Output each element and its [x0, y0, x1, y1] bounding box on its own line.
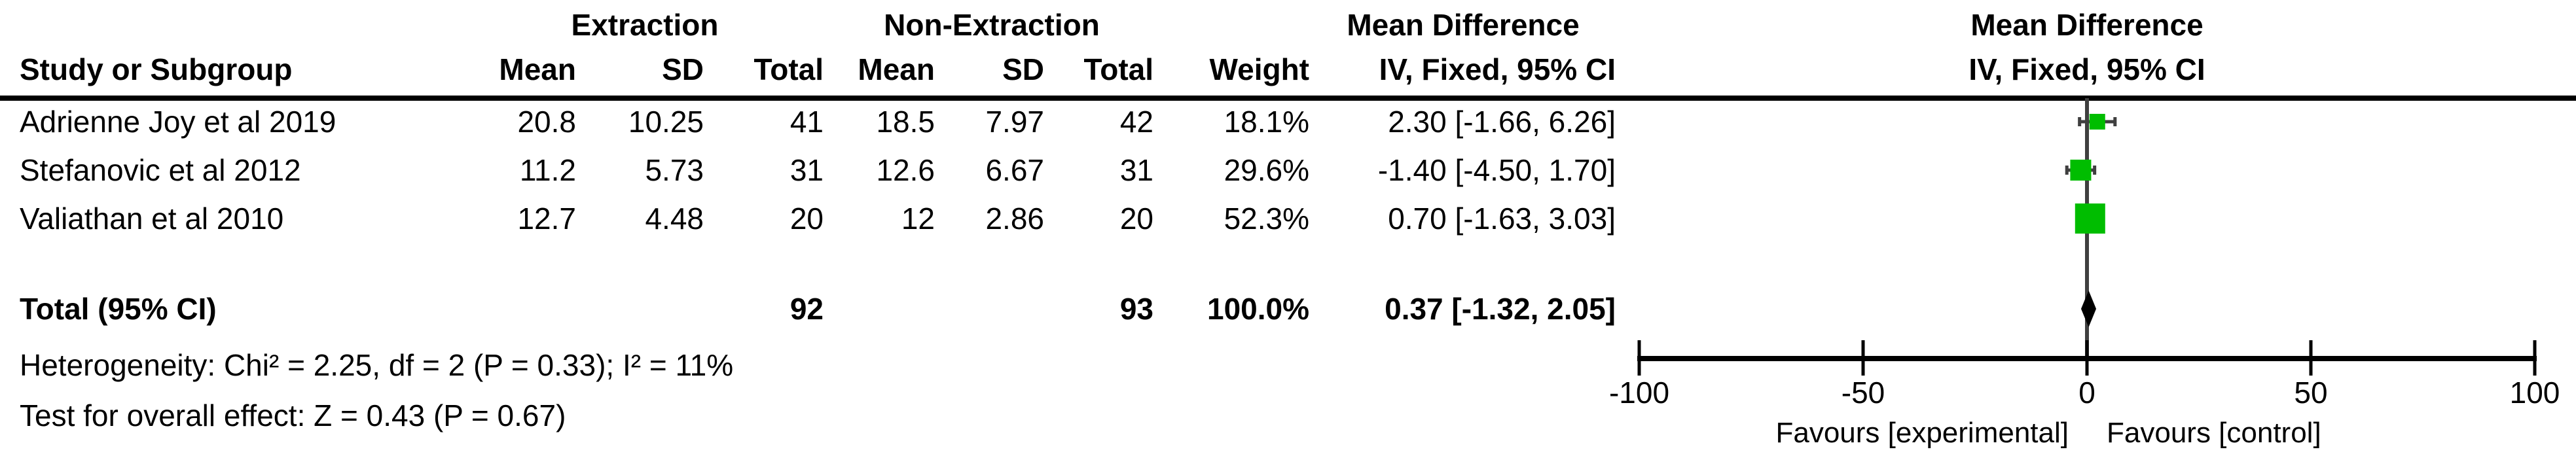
mean-ext: 12.7 [517, 202, 576, 236]
sd-nonext: 7.97 [985, 105, 1044, 139]
effect-header-text-column: Mean Difference [1347, 8, 1580, 42]
total-nonext: 31 [1119, 153, 1153, 187]
col-header-total-nonext: Total [1083, 52, 1153, 86]
total-weight: 100.0% [1206, 292, 1309, 326]
sd-ext: 4.48 [645, 202, 704, 236]
col-header-ci-plot: IV, Fixed, 95% CI [1968, 52, 2205, 86]
favours-right-label: Favours [control] [2107, 417, 2321, 449]
table-row: Adrienne Joy et al 2019 20.8 10.25 41 18… [0, 105, 2576, 139]
overall-effect-row: Test for overall effect: Z = 0.43 (P = 0… [0, 398, 2576, 432]
table-row: Valiathan et al 2010 12.7 4.48 20 12 2.8… [0, 202, 2576, 236]
overall-effect-text: Test for overall effect: Z = 0.43 (P = 0… [20, 398, 566, 432]
col-header-ci: IV, Fixed, 95% CI [1379, 52, 1616, 86]
total-nonext-sum: 93 [1119, 292, 1153, 326]
weight-value: 29.6% [1224, 153, 1309, 187]
total-nonext: 20 [1119, 202, 1153, 236]
heterogeneity-row: Heterogeneity: Chi² = 2.25, df = 2 (P = … [0, 348, 2576, 382]
column-header-row: Study or Subgroup Mean SD Total Mean SD … [0, 52, 2576, 86]
group-header-non-extraction: Non-Extraction [884, 8, 1100, 42]
sd-nonext: 6.67 [985, 153, 1044, 187]
study-name: Adrienne Joy et al 2019 [20, 105, 336, 139]
col-header-mean-nonext: Mean [858, 52, 935, 86]
ci-value: 0.70 [-1.63, 3.03] [1388, 202, 1616, 236]
mean-nonext: 12 [901, 202, 935, 236]
mean-ext: 11.2 [519, 153, 576, 187]
weight-value: 52.3% [1224, 202, 1309, 236]
mean-ext: 20.8 [517, 105, 576, 139]
ci-value: 2.30 [-1.66, 6.26] [1388, 105, 1616, 139]
mean-nonext: 18.5 [876, 105, 935, 139]
col-header-mean-ext: Mean [499, 52, 576, 86]
total-label: Total (95% CI) [20, 292, 217, 326]
total-ext: 41 [789, 105, 824, 139]
col-header-sd-nonext: SD [1002, 52, 1044, 86]
sd-ext: 10.25 [628, 105, 704, 139]
favours-left-label: Favours [experimental] [1775, 417, 2069, 449]
total-row: Total (95% CI) 92 93 100.0% 0.37 [-1.32,… [0, 292, 2576, 326]
total-ext: 31 [789, 153, 824, 187]
sd-ext: 5.73 [645, 153, 704, 187]
group-header-row: Extraction Non-Extraction Mean Differenc… [0, 8, 2576, 42]
group-header-extraction: Extraction [571, 8, 719, 42]
col-header-sd-ext: SD [662, 52, 704, 86]
study-name: Valiathan et al 2010 [20, 202, 284, 236]
weight-value: 18.1% [1224, 105, 1309, 139]
col-header-study: Study or Subgroup [20, 52, 293, 86]
table-row: Stefanovic et al 2012 11.2 5.73 31 12.6 … [0, 153, 2576, 187]
col-header-total-ext: Total [753, 52, 824, 86]
total-ext-sum: 92 [789, 292, 824, 326]
effect-header-plot-column: Mean Difference [1970, 8, 2204, 42]
header-rule [0, 96, 2576, 101]
total-nonext: 42 [1119, 105, 1153, 139]
ci-value: -1.40 [-4.50, 1.70] [1377, 153, 1616, 187]
col-header-weight: Weight [1209, 52, 1309, 86]
mean-nonext: 12.6 [876, 153, 935, 187]
study-name: Stefanovic et al 2012 [20, 153, 301, 187]
heterogeneity-text: Heterogeneity: Chi² = 2.25, df = 2 (P = … [20, 348, 734, 382]
sd-nonext: 2.86 [985, 202, 1044, 236]
total-ci: 0.37 [-1.32, 2.05] [1385, 292, 1616, 326]
total-ext: 20 [789, 202, 824, 236]
